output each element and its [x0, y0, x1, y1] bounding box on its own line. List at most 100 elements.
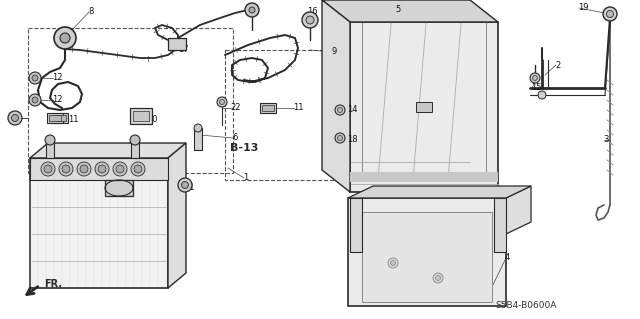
Circle shape [44, 165, 52, 173]
Circle shape [41, 162, 55, 176]
Circle shape [8, 111, 22, 125]
Circle shape [220, 100, 225, 105]
Text: 22: 22 [230, 103, 241, 113]
Circle shape [245, 3, 259, 17]
Text: 14: 14 [347, 106, 358, 115]
Text: 11: 11 [293, 103, 303, 113]
Bar [350, 22, 498, 192]
Bar [194, 128, 202, 150]
Bar [225, 50, 335, 180]
Circle shape [32, 97, 38, 103]
Bar [350, 172, 498, 182]
Text: 8: 8 [88, 8, 93, 17]
Circle shape [29, 72, 41, 84]
Circle shape [538, 91, 546, 99]
Bar [168, 38, 186, 50]
Polygon shape [322, 0, 498, 22]
Circle shape [131, 162, 145, 176]
Text: 4: 4 [505, 254, 510, 263]
Bar [350, 198, 362, 252]
Text: B-13: B-13 [230, 143, 259, 153]
Circle shape [337, 108, 342, 113]
Bar [494, 198, 506, 252]
Bar [131, 140, 139, 158]
Polygon shape [30, 143, 186, 158]
Bar [262, 105, 274, 111]
Circle shape [12, 115, 19, 122]
Bar [105, 180, 133, 196]
Text: S5B4-B0600A: S5B4-B0600A [495, 300, 556, 309]
Circle shape [530, 73, 540, 83]
Bar [30, 158, 168, 288]
Circle shape [194, 124, 202, 132]
Circle shape [433, 273, 443, 283]
Circle shape [59, 162, 73, 176]
Circle shape [306, 16, 314, 24]
Text: 17: 17 [178, 46, 189, 55]
Circle shape [54, 27, 76, 49]
Circle shape [113, 162, 127, 176]
Bar [47, 113, 63, 123]
Bar [54, 115, 66, 121]
Text: 15: 15 [531, 84, 541, 93]
Text: 7: 7 [128, 181, 133, 189]
Text: 12: 12 [52, 95, 63, 105]
Bar [362, 212, 492, 302]
Bar [46, 140, 54, 158]
Circle shape [32, 75, 38, 81]
Polygon shape [506, 186, 531, 234]
Text: 16: 16 [307, 8, 317, 17]
Circle shape [217, 97, 227, 107]
Circle shape [80, 165, 88, 173]
Text: 2: 2 [555, 61, 560, 70]
Bar [133, 111, 149, 121]
Circle shape [45, 135, 55, 145]
Circle shape [130, 135, 140, 145]
Circle shape [116, 165, 124, 173]
Bar [28, 28, 233, 173]
Text: 11: 11 [68, 115, 79, 124]
Bar [416, 102, 432, 112]
Circle shape [60, 33, 70, 43]
Circle shape [390, 261, 396, 265]
Text: 6: 6 [232, 133, 237, 143]
Polygon shape [348, 186, 531, 198]
Text: FR.: FR. [44, 279, 62, 289]
Bar [30, 158, 168, 180]
Circle shape [603, 7, 617, 21]
Circle shape [435, 276, 440, 280]
Text: 9: 9 [331, 48, 336, 56]
Text: 10: 10 [147, 115, 157, 124]
Circle shape [388, 258, 398, 268]
Text: 20: 20 [9, 114, 19, 122]
Text: 21: 21 [184, 183, 195, 192]
Circle shape [178, 178, 192, 192]
Bar [130, 108, 152, 124]
Circle shape [337, 136, 342, 140]
Polygon shape [168, 143, 186, 288]
Text: 18: 18 [347, 136, 358, 145]
Circle shape [532, 76, 538, 80]
Text: 13: 13 [249, 8, 260, 17]
Circle shape [29, 94, 41, 106]
Text: 12: 12 [52, 73, 63, 83]
Bar [52, 113, 68, 123]
Bar [49, 115, 61, 121]
Circle shape [62, 165, 70, 173]
Polygon shape [322, 0, 350, 192]
Circle shape [335, 105, 345, 115]
Text: 3: 3 [603, 136, 609, 145]
Circle shape [77, 162, 91, 176]
Bar [260, 103, 276, 113]
Text: 1: 1 [243, 174, 248, 182]
Circle shape [182, 182, 189, 189]
Circle shape [249, 7, 255, 13]
Bar [348, 198, 506, 306]
Circle shape [95, 162, 109, 176]
Text: 5: 5 [395, 5, 400, 14]
Circle shape [607, 11, 614, 18]
Circle shape [98, 165, 106, 173]
Circle shape [302, 12, 318, 28]
Text: 19: 19 [578, 4, 589, 12]
Circle shape [134, 165, 142, 173]
